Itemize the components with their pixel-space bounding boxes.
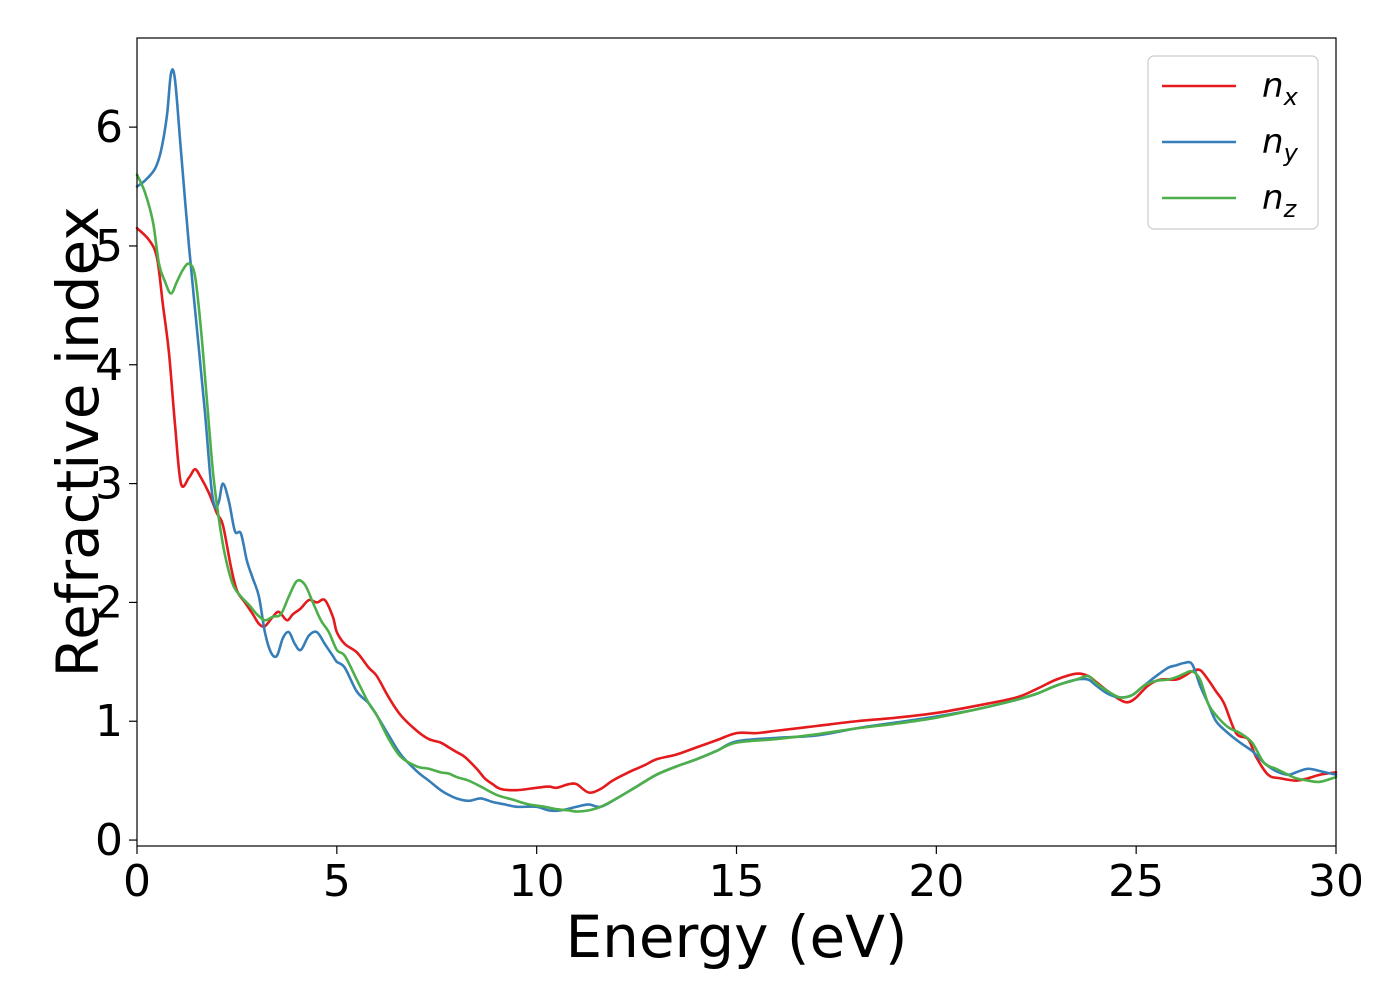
x-tick-label: 5 xyxy=(323,856,351,907)
x-tick-label: 20 xyxy=(908,856,964,907)
y-tick-label: 0 xyxy=(95,815,123,866)
y-tick-label: 6 xyxy=(95,102,123,153)
legend-label-nz: nz xyxy=(1262,178,1298,223)
x-tick-label: 30 xyxy=(1308,856,1364,907)
y-axis-ticks: 0 1 2 3 4 5 6 xyxy=(95,102,137,866)
legend-label-main: n xyxy=(1262,178,1284,218)
legend-label-subscript: x xyxy=(1283,83,1299,111)
x-tick-label: 15 xyxy=(709,856,765,907)
legend-label-nx: nx xyxy=(1262,66,1299,111)
y-tick-label: 2 xyxy=(95,577,123,628)
series-layer xyxy=(135,68,1338,813)
x-tick-label: 10 xyxy=(509,856,565,907)
legend-label-ny: ny xyxy=(1262,122,1299,167)
y-axis-label: Refractive index xyxy=(44,206,112,677)
series-line-ny xyxy=(135,68,1338,813)
y-tick-label: 4 xyxy=(95,340,123,391)
x-tick-label: 25 xyxy=(1108,856,1164,907)
legend-label-subscript: z xyxy=(1283,195,1298,223)
x-axis-ticks: 0 5 10 15 20 25 30 xyxy=(123,846,1364,907)
y-tick-label: 3 xyxy=(95,459,123,510)
series-line-nz xyxy=(135,173,1338,813)
legend-label-main: n xyxy=(1262,66,1284,106)
legend-label-subscript: y xyxy=(1283,139,1299,167)
y-tick-label: 1 xyxy=(95,696,123,747)
series-line-nx xyxy=(135,226,1338,794)
legend-label-main: n xyxy=(1262,122,1284,162)
x-tick-label: 0 xyxy=(123,856,151,907)
y-tick-label: 5 xyxy=(95,221,123,272)
x-axis-label: Energy (eV) xyxy=(565,903,907,971)
